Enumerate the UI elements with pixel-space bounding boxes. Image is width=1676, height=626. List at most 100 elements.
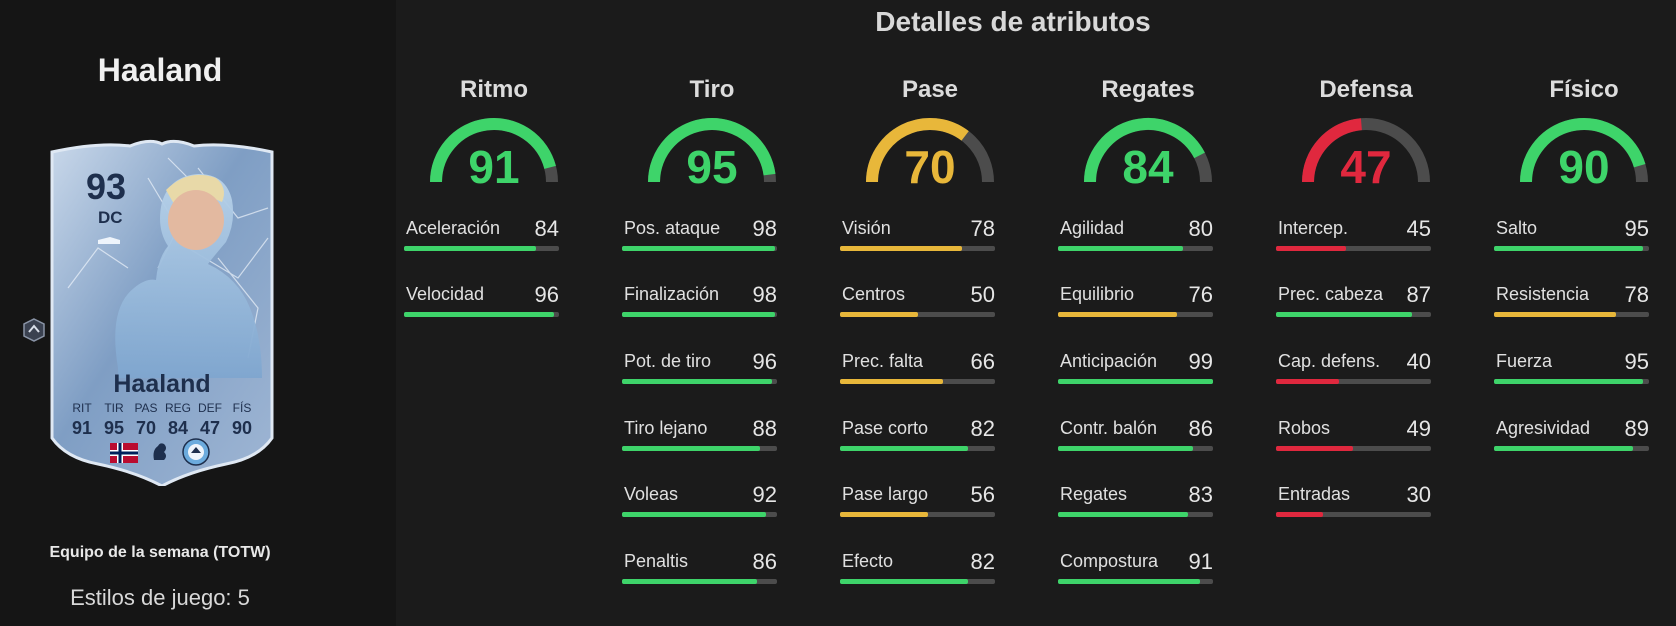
- attribute-bar-track: [622, 579, 777, 584]
- category-value: 47: [1340, 141, 1392, 193]
- attribute-bar-track: [1058, 446, 1213, 451]
- attribute-value: 98: [752, 216, 777, 241]
- card-position: DC: [98, 208, 123, 227]
- attribute-label: Anticipación: [1060, 351, 1158, 371]
- attribute-bar-fill: [840, 246, 963, 251]
- card-stat-value: 84: [167, 418, 189, 438]
- attribute-bar-fill: [1276, 312, 1413, 317]
- card-stat-labels: RIT TIR PAS REG DEF FÍS: [66, 401, 258, 415]
- attribute-label: Compostura: [1060, 551, 1159, 571]
- attribute-label: Pos. ataque: [624, 218, 721, 238]
- attribute-value: 95: [1624, 349, 1649, 374]
- attribute-value: 91: [1188, 549, 1213, 574]
- attribute-label: Resistencia: [1496, 284, 1590, 304]
- attribute-label: Robos: [1278, 418, 1331, 438]
- attribute-label: Efecto: [842, 551, 894, 571]
- category-value: 95: [686, 141, 738, 193]
- attribute-row: Robos 49: [1276, 416, 1431, 456]
- attribute-bar-track: [840, 312, 995, 317]
- card-background: [50, 139, 274, 486]
- category-gauge: [1302, 118, 1430, 183]
- player-sidebar: Haaland: [0, 0, 396, 626]
- attribute-label: Fuerza: [1496, 351, 1553, 371]
- attribute-bar-track: [1058, 512, 1213, 517]
- attribute-bar-track: [1058, 579, 1213, 584]
- attribute-value: 99: [1188, 349, 1213, 374]
- attribute-bar-track: [1494, 312, 1649, 317]
- category-title: Físico: [1549, 76, 1619, 103]
- attribute-bar-track: [840, 246, 995, 251]
- attribute-bar-track: [1494, 379, 1649, 384]
- attribute-value: 88: [752, 416, 777, 441]
- card-stat-label: REG: [164, 401, 191, 415]
- attribute-row: Visión 78: [840, 216, 995, 256]
- playstyles-label: Estilos de juego: 5: [70, 585, 250, 610]
- attribute-label: Pot. de tiro: [624, 351, 712, 371]
- attribute-label: Agresividad: [1496, 418, 1591, 438]
- category-gauge: [1084, 118, 1212, 183]
- category-title: Tiro: [689, 76, 735, 103]
- attribute-row: Voleas 92: [622, 482, 777, 522]
- attribute-bar-track: [1058, 246, 1213, 251]
- attribute-value: 78: [1624, 282, 1649, 307]
- attribute-bar-track: [840, 379, 995, 384]
- attribute-bar-fill: [1276, 246, 1347, 251]
- card-stat-label: RIT: [72, 401, 92, 415]
- category-gauge: [1520, 118, 1648, 183]
- attribute-value: 86: [1188, 416, 1213, 441]
- attribute-bar-fill: [1058, 512, 1188, 517]
- attribute-bar-fill: [622, 579, 757, 584]
- attribute-bar-fill: [1276, 446, 1353, 451]
- attribute-bar-track: [622, 312, 777, 317]
- category-title: Ritmo: [460, 76, 528, 103]
- attribute-bar-fill: [1058, 246, 1184, 251]
- attribute-row: Pase largo 56: [840, 482, 995, 522]
- player-card[interactable]: 93 DC Haaland RIT TIR PAS REG DEF FÍS 91…: [38, 138, 286, 486]
- attribute-value: 89: [1624, 416, 1649, 441]
- attribute-row: Equilibrio 76: [1058, 282, 1213, 322]
- attribute-bar-fill: [622, 246, 776, 251]
- card-player-name: Haaland: [113, 370, 211, 398]
- attribute-bar-fill: [1058, 579, 1201, 584]
- attribute-row: Anticipación 99: [1058, 349, 1213, 389]
- attribute-value: 30: [1406, 482, 1431, 507]
- attribute-label: Regates: [1060, 484, 1128, 504]
- attribute-label: Equilibrio: [1060, 284, 1135, 304]
- attribute-label: Centros: [842, 284, 906, 304]
- attribute-value: 45: [1406, 216, 1431, 241]
- attribute-value: 76: [1188, 282, 1213, 307]
- attribute-bar-fill: [840, 379, 944, 384]
- category-gauge: [430, 118, 558, 183]
- card-stat-label: PAS: [134, 401, 158, 415]
- evolution-badge-icon: [23, 318, 45, 342]
- attribute-value: 80: [1188, 216, 1213, 241]
- attribute-bar-fill: [404, 246, 536, 251]
- attribute-row: Compostura 91: [1058, 549, 1213, 589]
- attribute-value: 83: [1188, 482, 1213, 507]
- attribute-value: 40: [1406, 349, 1431, 374]
- attribute-bar-track: [1276, 246, 1431, 251]
- attribute-bar-fill: [622, 379, 773, 384]
- attribute-row: Tiro lejano 88: [622, 416, 777, 456]
- category-value: 90: [1558, 141, 1610, 193]
- attribute-row: Intercep. 45: [1276, 216, 1431, 256]
- attribute-row: Prec. cabeza 87: [1276, 282, 1431, 322]
- attribute-value: 92: [752, 482, 777, 507]
- attribute-bar-fill: [1058, 379, 1213, 384]
- attribute-bar-fill: [1494, 246, 1643, 251]
- attribute-row: Agresividad 89: [1494, 416, 1649, 456]
- attribute-label: Intercep.: [1278, 218, 1349, 238]
- attribute-bar-track: [1276, 512, 1431, 517]
- attribute-row: Agilidad 80: [1058, 216, 1213, 256]
- attribute-value: 98: [752, 282, 777, 307]
- manchester-city-icon: [182, 438, 210, 466]
- attribute-label: Pase largo: [842, 484, 929, 504]
- attribute-bar-track: [840, 579, 995, 584]
- attribute-label: Penaltis: [624, 551, 689, 571]
- attribute-value: 84: [534, 216, 559, 241]
- attribute-bar-track: [840, 446, 995, 451]
- attribute-bar-fill: [840, 512, 928, 517]
- attribute-label: Prec. falta: [842, 351, 924, 371]
- attribute-row: Resistencia 78: [1494, 282, 1649, 322]
- attribute-bar-fill: [622, 312, 776, 317]
